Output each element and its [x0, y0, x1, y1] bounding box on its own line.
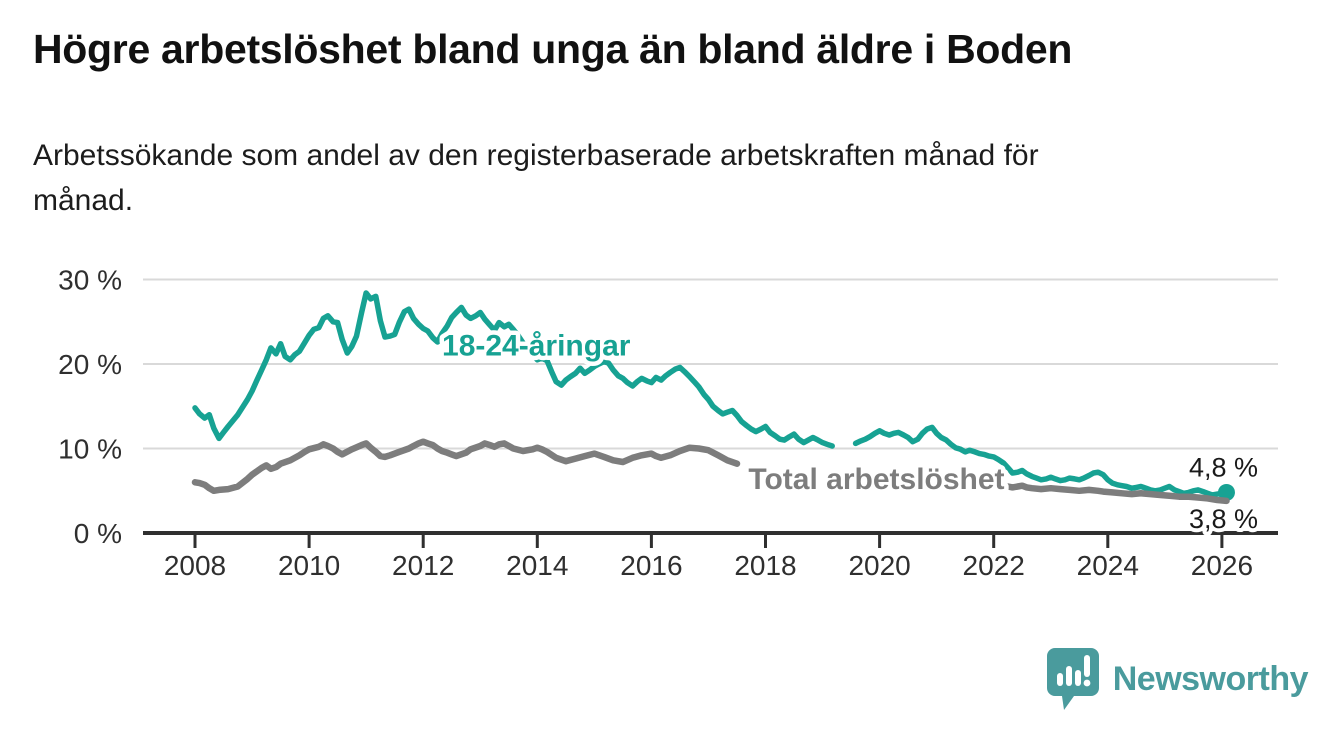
x-axis-tick-label: 2022 — [963, 550, 1025, 581]
x-axis-tick-label: 2026 — [1191, 550, 1253, 581]
logo-bar-2 — [1065, 666, 1072, 686]
y-axis-tick-label: 30 % — [58, 265, 122, 296]
logo-bar-1 — [1056, 673, 1063, 686]
y-axis-tick-label: 10 % — [58, 434, 122, 465]
x-axis-tick-label: 2024 — [1077, 550, 1139, 581]
x-axis-tick-label: 2008 — [164, 550, 226, 581]
end-value-label-total: 3,8 % — [1189, 504, 1258, 534]
x-axis-tick-label: 2012 — [392, 550, 454, 581]
logo-exclamation-dot — [1083, 679, 1091, 687]
x-axis-tick-label: 2014 — [506, 550, 568, 581]
series-line-young — [192, 290, 1230, 498]
y-axis-tick-label: 0 % — [74, 518, 122, 549]
x-axis-tick-label: 2016 — [620, 550, 682, 581]
end-value-label-young: 4,8 % — [1189, 452, 1258, 482]
y-axis-tick-label: 20 % — [58, 349, 122, 380]
newsworthy-logo: Newsworthy — [1045, 646, 1309, 712]
logo-exclamation-bar — [1083, 655, 1090, 677]
logo-bar-3 — [1074, 670, 1081, 686]
newsworthy-logo-icon — [1046, 648, 1099, 710]
x-axis-tick-label: 2010 — [278, 550, 340, 581]
series-end-dot — [1217, 483, 1235, 501]
x-axis-tick-label: 2020 — [848, 550, 910, 581]
x-axis-tick-label: 2018 — [734, 550, 796, 581]
series-label-young: 18-24-åringar — [442, 330, 631, 363]
chart-subtitle: Arbetssökande som andel av den registerb… — [33, 139, 1039, 217]
page-title: Högre arbetslöshet bland unga än bland ä… — [33, 26, 1073, 72]
newsworthy-logo-text: Newsworthy — [1112, 659, 1309, 698]
series-line-total — [191, 438, 1230, 505]
series-label-total: Total arbetslöshet — [748, 463, 1004, 496]
